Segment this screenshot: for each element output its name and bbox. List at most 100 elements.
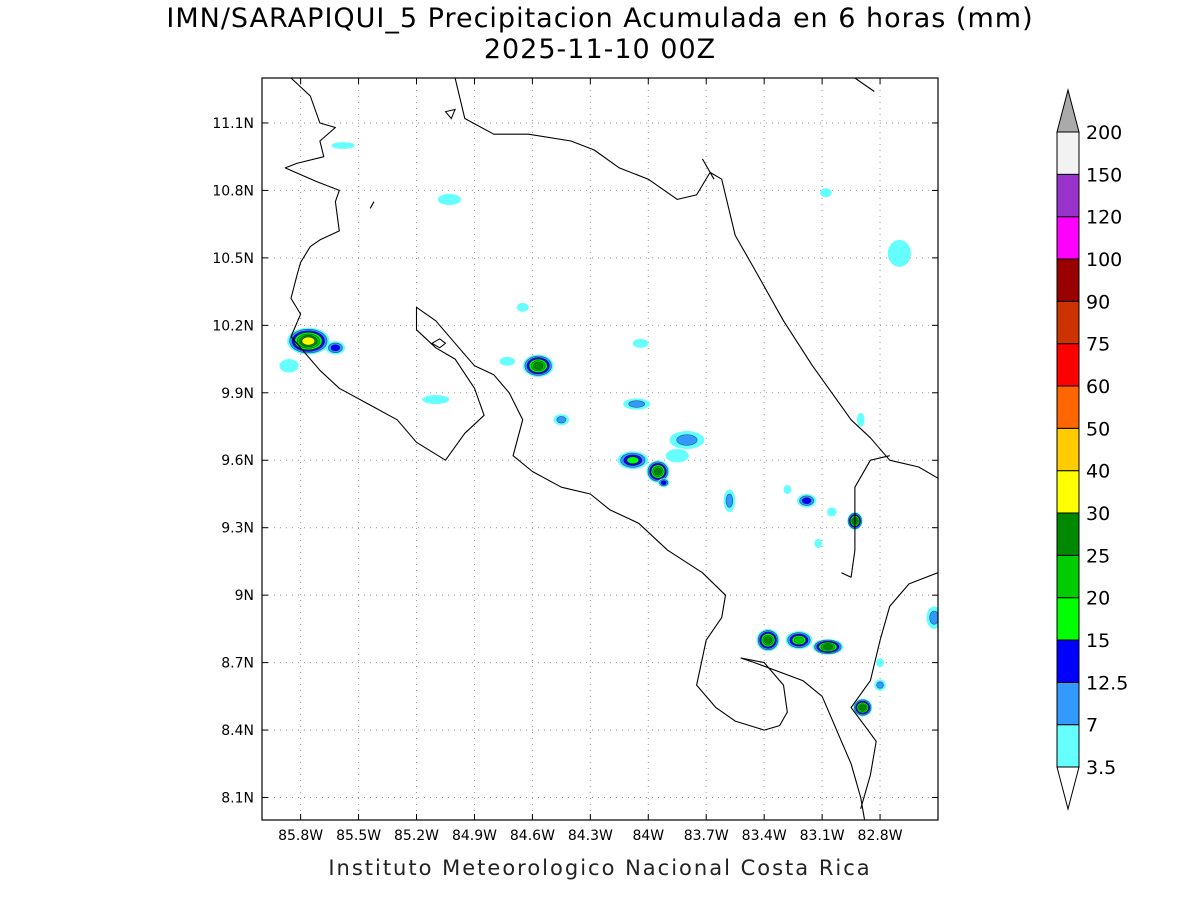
coastline [841, 455, 890, 578]
y-tick-label: 10.8N [212, 183, 254, 199]
precip-contour [653, 467, 662, 476]
precip-cell [657, 478, 670, 488]
precip-contour [279, 359, 299, 373]
y-tick-label: 9.9N [221, 386, 254, 402]
precip-contour [665, 449, 689, 463]
x-tick-label: 84.6W [510, 828, 555, 844]
plot-frame [261, 77, 939, 821]
colorbar-swatch [1056, 639, 1080, 683]
precip-cell [814, 538, 823, 548]
precipitation-field [279, 142, 938, 717]
precip-cell [325, 341, 346, 355]
precip-contour [516, 302, 529, 312]
colorbar-label: 3.5 [1086, 757, 1116, 779]
colorbar-top-arrow [1056, 88, 1080, 133]
precip-contour [725, 493, 734, 508]
colorbar-label: 40 [1086, 461, 1110, 483]
colorbar-label: 50 [1086, 418, 1110, 440]
lake-outline [431, 338, 447, 349]
precip-contour [556, 416, 567, 424]
y-tick-label: 9.6N [221, 453, 254, 469]
coastline [284, 78, 866, 820]
precip-contour [437, 193, 461, 206]
precip-contour [331, 142, 355, 149]
precip-cell [279, 359, 299, 373]
y-axis-ticks: 11.1N 10.8N 10.5N 10.2N 9.9N 9.6N 9.3N 9N 8.7N 8.… [212, 116, 938, 807]
x-tick-label: 85.5W [336, 828, 381, 844]
coastline [850, 572, 938, 809]
colorbar-swatch [1056, 512, 1080, 556]
colorbar-swatch [1056, 470, 1080, 514]
colorbar-bottom-arrow [1056, 766, 1080, 811]
precip-contour [876, 681, 884, 689]
colorbar-label: 25 [1086, 545, 1110, 567]
y-tick-label: 9.3N [221, 521, 254, 537]
precip-contour [859, 704, 867, 711]
colorbar-label: 12.5 [1086, 672, 1128, 694]
precip-cell [926, 606, 938, 629]
coastline [854, 78, 875, 92]
x-tick-label: 83.1W [800, 828, 845, 844]
x-tick-label: 85.2W [394, 828, 439, 844]
precip-contour [793, 636, 804, 644]
precip-cell [826, 507, 837, 517]
colorbar-label: 120 [1086, 207, 1122, 229]
footer-credit: Instituto Meteorologico Nacional Costa R… [328, 856, 872, 880]
precip-contour [929, 610, 938, 625]
y-tick-label: 10.2N [212, 318, 254, 334]
precip-contour [764, 636, 773, 644]
precip-cell [623, 398, 651, 410]
y-tick-label: 11.1N [212, 116, 254, 132]
precip-cell [516, 302, 529, 312]
precip-contour [876, 658, 884, 668]
precip-contour [626, 456, 640, 465]
precip-contour [820, 188, 832, 198]
precip-contour [801, 497, 812, 505]
gridlines [262, 78, 938, 820]
colorbar-swatch [1056, 427, 1080, 472]
colorbar-swatch [1056, 343, 1080, 387]
colorbar-label: 75 [1086, 334, 1110, 356]
colorbar-label: 200 [1086, 122, 1122, 144]
precip-cell [887, 239, 911, 267]
chart-title: IMN/SARAPIQUI_5 Precipitacion Acumulada … [166, 3, 1034, 34]
colorbar-label: 20 [1086, 588, 1110, 610]
precip-cell [723, 489, 736, 512]
precip-cell [669, 431, 705, 450]
y-tick-label: 10.5N [212, 251, 254, 267]
y-tick-label: 9N [235, 588, 254, 604]
precip-cell [553, 414, 570, 426]
precip-cell [331, 142, 355, 149]
precip-contour [822, 644, 834, 650]
colorbar-swatch [1056, 724, 1080, 768]
colorbar-swatch [1056, 131, 1080, 175]
precip-cell [756, 628, 780, 652]
colorbar-label: 30 [1086, 503, 1110, 525]
colorbar: 3.5 7 12.5 15 20 25 30 40 50 60 75 90 100 120 150 200 [1056, 88, 1128, 811]
precip-contour [660, 480, 667, 486]
colorbar-label: 150 [1086, 164, 1122, 186]
precip-cell [522, 354, 554, 378]
y-tick-label: 8.1N [221, 791, 254, 807]
precip-cell [853, 698, 873, 717]
precip-contour [856, 413, 865, 427]
precip-cell [617, 451, 649, 470]
colorbar-swatch [1056, 173, 1080, 218]
precip-cell [632, 338, 649, 348]
x-tick-label: 85.8W [278, 828, 323, 844]
y-tick-label: 8.7N [221, 656, 254, 672]
colorbar-swatch [1056, 216, 1080, 260]
precip-contour [422, 395, 450, 405]
precip-contour [783, 484, 792, 494]
colorbar-label: 15 [1086, 630, 1110, 652]
precip-cell [287, 327, 330, 355]
x-tick-label: 84.9W [452, 828, 497, 844]
x-tick-label: 84.3W [568, 828, 613, 844]
precip-cell [812, 638, 844, 655]
colorbar-swatch [1056, 681, 1080, 726]
precip-contour [632, 338, 649, 348]
precip-cell [783, 484, 792, 494]
colorbar-label: 7 [1086, 715, 1098, 737]
colorbar-swatch [1056, 597, 1080, 641]
